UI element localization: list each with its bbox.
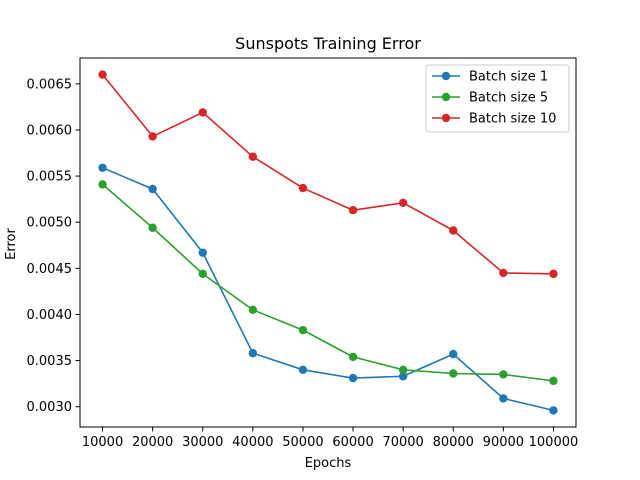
x-tick-label-2: 20000	[132, 435, 173, 450]
x-tick-label-4: 40000	[232, 435, 273, 450]
legend-marker-2	[441, 92, 451, 102]
series-line-2	[102, 183, 554, 382]
series-1-point-8	[449, 349, 458, 359]
legend-label-1: Batch size 1	[469, 70, 548, 85]
series-1-point-5	[298, 365, 308, 375]
x-tick-label-7: 70000	[382, 435, 423, 450]
legend-marker-1	[441, 71, 451, 81]
y-tick-label-6: 0.0055	[27, 170, 73, 185]
series-line-1	[102, 167, 554, 412]
y-tick-label-5: 0.0050	[27, 216, 73, 231]
series-2-point-6	[348, 352, 358, 362]
series-line-3	[101, 74, 554, 275]
x-tick-label-6: 60000	[332, 435, 373, 450]
series-2-point-10	[549, 376, 558, 386]
x-tick-label-1: 10000	[82, 435, 123, 450]
y-tick-label-4: 0.0045	[27, 262, 73, 277]
series-1-point-4	[248, 349, 258, 358]
x-tick-label-3: 30000	[182, 435, 223, 450]
series-3-point-4	[248, 152, 258, 161]
y-tick-label-3: 0.0040	[27, 308, 73, 323]
legend-frame	[425, 64, 570, 133]
x-tick-label-10: 100000	[529, 435, 579, 450]
x-axis-label: Epochs	[305, 456, 352, 471]
series-3-point-6	[348, 206, 358, 215]
y-tick-label-2: 0.0035	[27, 354, 73, 369]
series-3-point-9	[499, 268, 508, 278]
series-2-point-7	[398, 365, 408, 375]
plot-frame	[79, 57, 577, 428]
series-2-point-1	[98, 180, 107, 189]
chart-title: Sunspots Training Error	[235, 34, 421, 53]
series-3-point-3	[198, 108, 207, 117]
series-2-point-4	[248, 305, 258, 315]
series-2-point-9	[499, 370, 508, 379]
series-2-point-8	[449, 369, 458, 378]
series-3-point-10	[549, 269, 558, 279]
x-tick-label-5: 50000	[282, 435, 323, 450]
legend-label-2: Batch size 5	[469, 91, 548, 106]
series-3-point-1	[98, 70, 107, 79]
y-tick-label-1: 0.0030	[27, 400, 73, 415]
x-tick-label-9: 90000	[483, 435, 524, 450]
series-3-point-8	[449, 226, 458, 235]
series-1-point-9	[499, 394, 508, 403]
series-1-point-10	[549, 406, 558, 415]
plot-area: 10000 20000 30000 40000 50000 60000 70000 80000…	[27, 57, 579, 450]
series-3-point-5	[298, 183, 308, 193]
series-1-point-6	[348, 373, 358, 383]
x-tick-label-8: 80000	[433, 435, 474, 450]
legend-label-3: Batch size 10	[469, 112, 556, 127]
legend-marker-3	[441, 113, 451, 123]
series-3-point-2	[148, 132, 157, 141]
legend: Batch size 1 Batch size 5 Batch size 10	[425, 64, 570, 133]
y-tick-label-8: 0.0065	[27, 77, 73, 92]
series-1-point-2	[148, 184, 157, 194]
series-2-point-5	[298, 325, 308, 335]
y-tick-label-7: 0.0060	[27, 123, 73, 138]
series-2-point-3	[198, 269, 207, 279]
y-axis-label: Error	[4, 228, 19, 260]
series-3-point-7	[398, 198, 408, 208]
series-1-point-7	[398, 372, 408, 381]
series-1-point-1	[98, 163, 107, 172]
series-2-point-2	[148, 223, 157, 232]
series-1-point-3	[198, 248, 207, 257]
